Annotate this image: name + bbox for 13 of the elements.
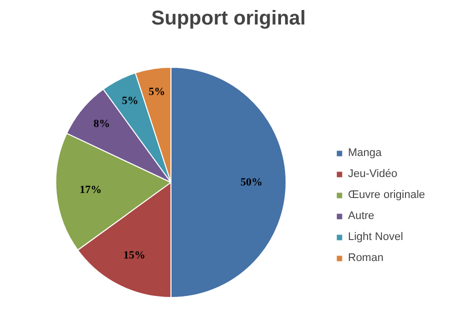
legend-label: Œuvre originale	[348, 189, 426, 201]
data-label: 8%	[93, 118, 110, 130]
legend-label: Manga	[348, 147, 382, 159]
chart-title: Support original	[151, 8, 306, 30]
data-label: 17%	[80, 184, 102, 196]
legend-label: Roman	[348, 252, 384, 264]
data-label: 5%	[122, 94, 138, 107]
legend-label: Autre	[348, 210, 374, 222]
legend-label: Jeu-Vidéo	[348, 168, 398, 180]
data-label: 50%	[240, 176, 263, 188]
data-label: 15%	[123, 250, 146, 262]
legend-label: Light Novel	[348, 231, 404, 243]
data-label: 5%	[148, 86, 166, 98]
